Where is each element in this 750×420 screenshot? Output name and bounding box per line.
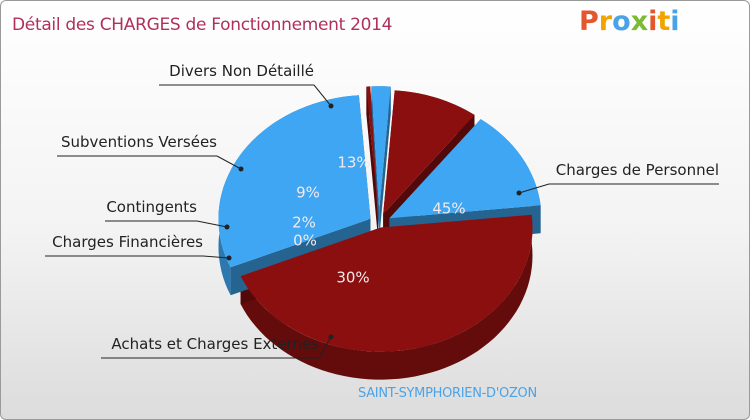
logo-letter: P [579,6,599,37]
logo-letter: t [657,6,671,37]
slice-category-label: Contingents [106,198,197,216]
leader-line [216,155,242,170]
leader-line [196,220,228,228]
slice-percent-label: 0% [293,232,317,250]
slice-category-label: Subventions Versées [61,133,217,151]
pie-slice-face [366,86,378,239]
leader-arrow [516,190,522,196]
leader-arrow [224,224,230,230]
leader-line [202,255,230,259]
proxiti-logo[interactable]: Proxiti [579,6,680,37]
logo-letter: r [598,6,613,37]
slice-category-label: Achats et Charges Externes [111,335,319,353]
leader-arrow [328,103,334,109]
pie-slice-side [240,214,533,380]
slice-percent-label: 45% [432,200,465,218]
slice-percent-label: 30% [336,269,369,287]
pie-slice-subventions-versees[interactable] [383,90,475,214]
slice-percent-label: 9% [296,184,320,202]
pie-slice-contingents[interactable] [371,86,391,211]
logo-letter: x [630,6,649,37]
leader-line [518,183,550,194]
slice-category-label: Divers Non Détaillé [169,62,314,80]
leader-line [313,84,332,107]
slice-category-label: Charges de Personnel [556,161,719,179]
pie-slice-charges-de-personnel[interactable] [240,214,533,352]
commune-name: SAINT-SYMPHORIEN-D'OZON [358,386,537,401]
leader-arrow [226,255,232,261]
leader-arrow [328,334,334,340]
chart-title: Détail des CHARGES de Fonctionnement 201… [12,15,393,35]
slice-percent-label: 2% [292,214,316,232]
slice-category-label: Charges Financières [52,233,203,251]
pie-slice-divers-non-detaille[interactable] [389,119,541,219]
pie-slice-charges-financieres[interactable] [366,86,378,211]
logo-letter: i [648,6,658,37]
pie-slice-achats-et-charges-externes[interactable] [218,95,371,268]
slice-percent-label: 13% [337,154,370,172]
logo-letter: i [670,6,680,37]
pie-slice-face [379,86,391,239]
logo-letter: o [612,6,631,37]
leader-arrow [238,166,244,172]
leader-line [318,336,332,359]
